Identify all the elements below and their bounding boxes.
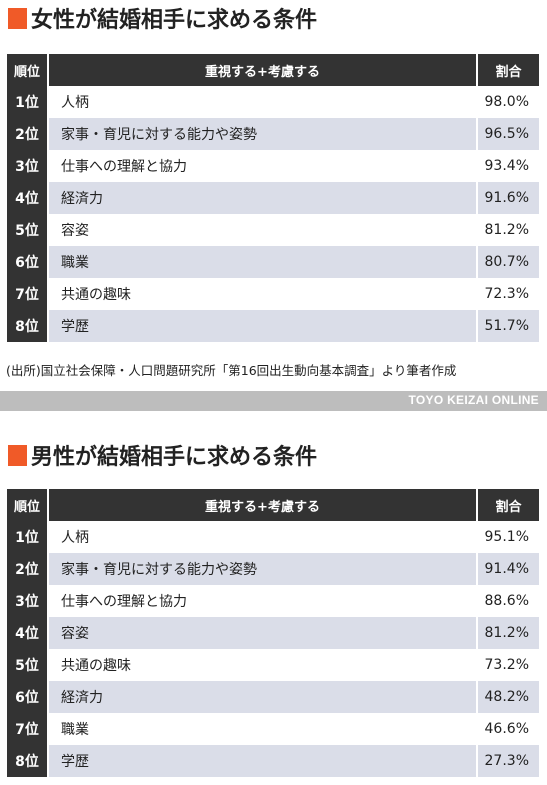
pct-cell: 73.2% xyxy=(477,649,539,681)
men-title-text: 男性が結婚相手に求める条件 xyxy=(31,445,318,470)
rank-cell: 7位 xyxy=(7,713,49,745)
rank-cell: 4位 xyxy=(7,617,49,649)
pct-cell: 81.2% xyxy=(477,214,539,246)
source-note: (出所)国立社会保障・人口問題研究所「第16回出生動向基本調査」より筆者作成 xyxy=(6,363,457,378)
pct-cell: 51.7% xyxy=(477,310,539,342)
pct-cell: 27.3% xyxy=(477,745,539,777)
men-section-title: 男性が結婚相手に求める条件 xyxy=(8,440,317,470)
pct-cell: 96.5% xyxy=(477,118,539,150)
table-row: 1位 人柄 98.0% xyxy=(7,86,539,118)
women-ranking-table: 順位 重視する+考慮する 割合 1位 人柄 98.0% 2位 家事・育児に対する… xyxy=(7,54,539,342)
header-item: 重視する+考慮する xyxy=(48,489,478,521)
header-rank: 順位 xyxy=(7,489,49,521)
item-cell: 共通の趣味 xyxy=(48,649,478,681)
brand-bar: TOYO KEIZAI ONLINE xyxy=(0,391,547,411)
women-section-title: 女性が結婚相手に求める条件 xyxy=(8,3,317,33)
item-cell: 仕事への理解と協力 xyxy=(48,150,478,182)
pct-cell: 72.3% xyxy=(477,278,539,310)
pct-cell: 46.6% xyxy=(477,713,539,745)
table-header-row: 順位 重視する+考慮する 割合 xyxy=(7,489,539,521)
table-row: 8位 学歴 51.7% xyxy=(7,310,539,342)
orange-square-icon xyxy=(8,7,27,29)
item-cell: 人柄 xyxy=(48,521,478,553)
item-cell: 容姿 xyxy=(48,214,478,246)
table-row: 2位 家事・育児に対する能力や姿勢 91.4% xyxy=(7,553,539,585)
pct-cell: 80.7% xyxy=(477,246,539,278)
table-row: 7位 職業 46.6% xyxy=(7,713,539,745)
item-cell: 仕事への理解と協力 xyxy=(48,585,478,617)
rank-cell: 3位 xyxy=(7,585,49,617)
pct-cell: 98.0% xyxy=(477,86,539,118)
rank-cell: 7位 xyxy=(7,278,49,310)
header-item: 重視する+考慮する xyxy=(48,54,478,86)
header-pct: 割合 xyxy=(477,489,539,521)
table-row: 6位 経済力 48.2% xyxy=(7,681,539,713)
rank-cell: 1位 xyxy=(7,86,49,118)
rank-cell: 2位 xyxy=(7,118,49,150)
table-row: 5位 容姿 81.2% xyxy=(7,214,539,246)
pct-cell: 48.2% xyxy=(477,681,539,713)
item-cell: 学歴 xyxy=(48,310,478,342)
table-row: 2位 家事・育児に対する能力や姿勢 96.5% xyxy=(7,118,539,150)
table-row: 5位 共通の趣味 73.2% xyxy=(7,649,539,681)
rank-cell: 2位 xyxy=(7,553,49,585)
table-row: 3位 仕事への理解と協力 88.6% xyxy=(7,585,539,617)
pct-cell: 93.4% xyxy=(477,150,539,182)
item-cell: 家事・育児に対する能力や姿勢 xyxy=(48,553,478,585)
pct-cell: 91.4% xyxy=(477,553,539,585)
pct-cell: 95.1% xyxy=(477,521,539,553)
table-row: 1位 人柄 95.1% xyxy=(7,521,539,553)
item-cell: 職業 xyxy=(48,713,478,745)
rank-cell: 6位 xyxy=(7,681,49,713)
table-row: 7位 共通の趣味 72.3% xyxy=(7,278,539,310)
rank-cell: 6位 xyxy=(7,246,49,278)
table-header-row: 順位 重視する+考慮する 割合 xyxy=(7,54,539,86)
rank-cell: 8位 xyxy=(7,310,49,342)
table-row: 4位 容姿 81.2% xyxy=(7,617,539,649)
table-row: 3位 仕事への理解と協力 93.4% xyxy=(7,150,539,182)
rank-cell: 3位 xyxy=(7,150,49,182)
women-title-text: 女性が結婚相手に求める条件 xyxy=(31,8,318,33)
rank-cell: 5位 xyxy=(7,649,49,681)
header-rank: 順位 xyxy=(7,54,49,86)
item-cell: 共通の趣味 xyxy=(48,278,478,310)
pct-cell: 91.6% xyxy=(477,182,539,214)
orange-square-icon xyxy=(8,444,27,466)
table-row: 6位 職業 80.7% xyxy=(7,246,539,278)
header-pct: 割合 xyxy=(477,54,539,86)
brand-logo-text: TOYO KEIZAI ONLINE xyxy=(408,393,539,407)
pct-cell: 88.6% xyxy=(477,585,539,617)
rank-cell: 5位 xyxy=(7,214,49,246)
men-ranking-table: 順位 重視する+考慮する 割合 1位 人柄 95.1% 2位 家事・育児に対する… xyxy=(7,489,539,777)
rank-cell: 4位 xyxy=(7,182,49,214)
item-cell: 職業 xyxy=(48,246,478,278)
item-cell: 経済力 xyxy=(48,681,478,713)
rank-cell: 1位 xyxy=(7,521,49,553)
table-row: 8位 学歴 27.3% xyxy=(7,745,539,777)
item-cell: 家事・育児に対する能力や姿勢 xyxy=(48,118,478,150)
rank-cell: 8位 xyxy=(7,745,49,777)
item-cell: 人柄 xyxy=(48,86,478,118)
table-row: 4位 経済力 91.6% xyxy=(7,182,539,214)
pct-cell: 81.2% xyxy=(477,617,539,649)
item-cell: 容姿 xyxy=(48,617,478,649)
item-cell: 学歴 xyxy=(48,745,478,777)
item-cell: 経済力 xyxy=(48,182,478,214)
